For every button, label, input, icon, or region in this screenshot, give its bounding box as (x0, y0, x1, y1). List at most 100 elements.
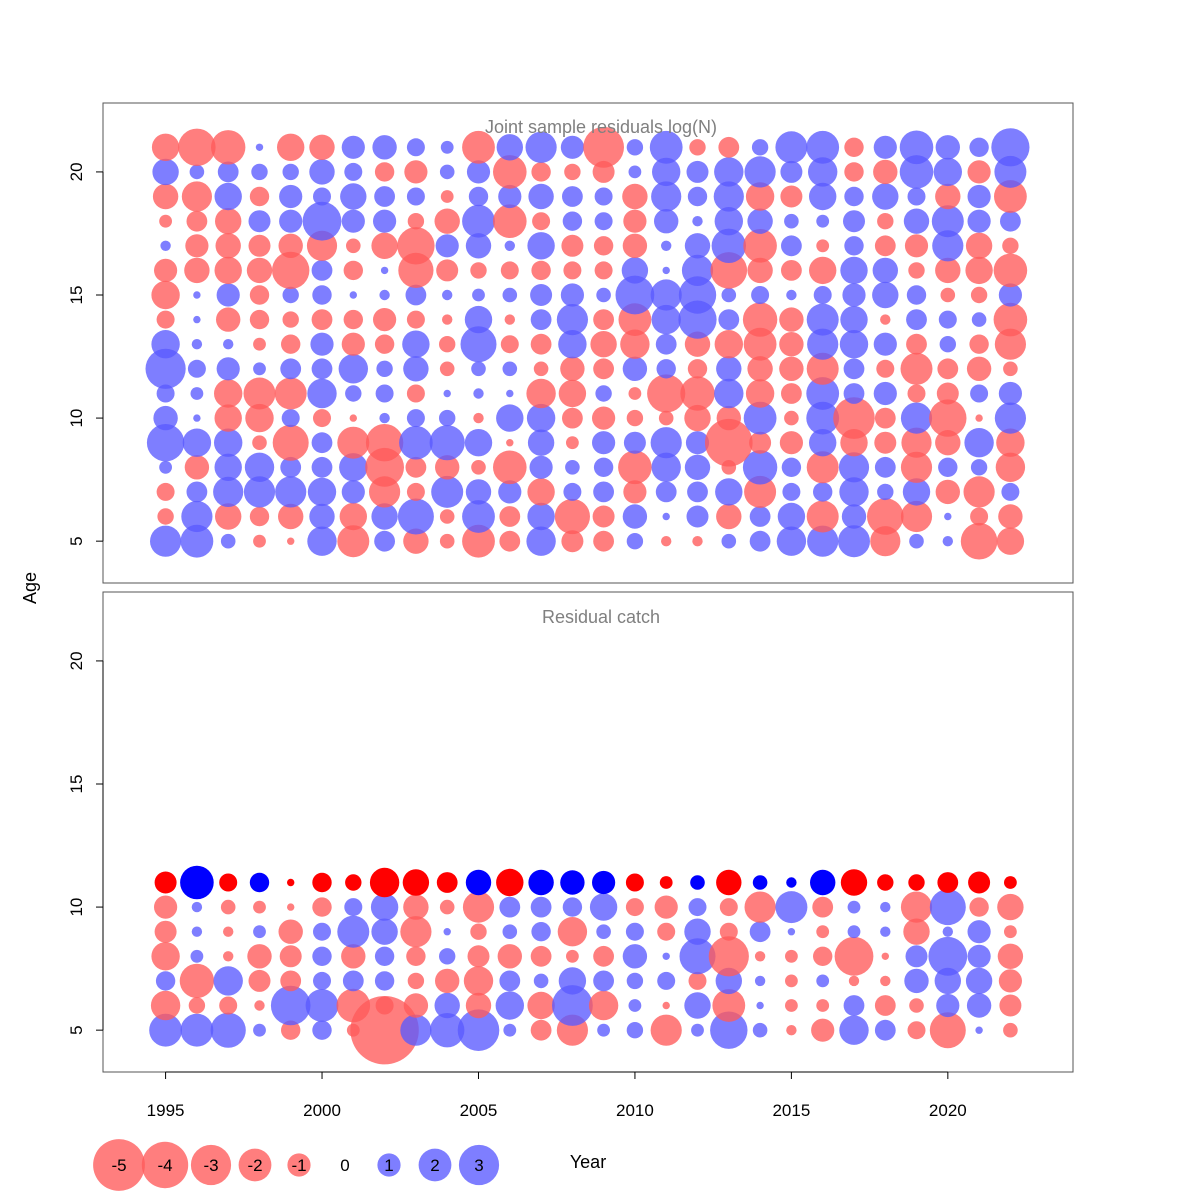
bubble-point (964, 428, 994, 458)
bubble-point (374, 946, 395, 966)
bubble-point (902, 478, 931, 506)
bubble-point (214, 256, 242, 285)
bubble-point (680, 376, 715, 411)
bubble-point (188, 997, 206, 1014)
bubble-point (906, 309, 927, 330)
bubble-point (562, 186, 583, 207)
bubble-point (186, 210, 208, 232)
bubble-point (721, 533, 737, 549)
bubble-point (210, 1012, 246, 1048)
bubble-point (714, 378, 744, 409)
bubble-point (848, 975, 860, 987)
bubble-point (938, 310, 957, 329)
bubble-point (312, 897, 332, 917)
bubble-point (626, 409, 644, 427)
bubble-point (220, 899, 236, 915)
bubble-point (936, 382, 959, 405)
bubble-point (376, 360, 393, 377)
bubble-point (159, 460, 173, 474)
bubble-point (929, 889, 966, 926)
bubble-point (307, 378, 337, 409)
bubble-point (251, 163, 268, 181)
bubble-point (278, 503, 304, 530)
bubble-point (399, 425, 433, 460)
bubble-point (679, 938, 716, 975)
bubble-point (900, 500, 933, 533)
bubble-point (785, 949, 798, 963)
bubble-point (374, 530, 395, 552)
bubble-point (593, 530, 614, 552)
bubble-point (223, 926, 234, 937)
bubble-point (473, 412, 484, 424)
bubble-point (313, 409, 331, 428)
bubble-point (807, 525, 839, 557)
bubble-point (429, 425, 465, 461)
legend-label: 2 (430, 1156, 439, 1175)
bubble-point (994, 180, 1027, 213)
bubble-point (531, 260, 551, 281)
bubble-point (929, 399, 967, 437)
bubble-point (999, 994, 1022, 1017)
bubble-point (937, 358, 959, 380)
bubble-point (462, 524, 495, 558)
bubble-point (711, 228, 746, 263)
bubble-point (843, 210, 865, 233)
bubble-point (375, 384, 394, 403)
bubble-point (816, 214, 830, 228)
bubble-point (782, 482, 801, 501)
bubble-point (779, 431, 804, 455)
bubble-point (180, 524, 214, 558)
bubble-point (282, 286, 299, 304)
bubble-point (749, 431, 772, 454)
bubble-point (622, 183, 648, 210)
bubble-point (311, 432, 333, 454)
bubble-point (502, 924, 518, 939)
bubble-point (661, 240, 672, 251)
bubble-point (810, 869, 836, 896)
bubble-point (463, 966, 494, 996)
bubble-point (443, 928, 451, 936)
bubble-point (590, 331, 617, 358)
bubble-point (938, 457, 958, 477)
bubble-point (970, 459, 988, 476)
bubble-point (309, 134, 335, 160)
bubble-point (880, 314, 891, 325)
bubble-point (184, 455, 210, 480)
bubble-point (998, 381, 1023, 406)
bubble-point (565, 460, 580, 475)
bubble-point (904, 968, 929, 994)
legend-label: -3 (203, 1156, 218, 1175)
bubble-point (809, 182, 837, 211)
bubble-point (744, 156, 776, 188)
bubble-point (151, 280, 180, 310)
bubble-point (655, 481, 677, 503)
bubble-point (211, 130, 246, 165)
bubble-point (935, 479, 960, 505)
bubble-point (1002, 237, 1019, 254)
bubble-point (339, 453, 368, 482)
bubble-point (592, 431, 616, 455)
bubble-point (906, 285, 927, 305)
bubble-point (243, 476, 276, 508)
bubble-point (872, 257, 898, 284)
bubble-point (345, 874, 362, 891)
bubble-point (623, 209, 647, 233)
bubble-point (965, 967, 993, 995)
bubble-point (1003, 1022, 1018, 1038)
bubble-point (154, 920, 177, 943)
bubble-point (373, 209, 397, 233)
bubble-point (533, 973, 549, 989)
bubble-point (563, 261, 582, 280)
bubble-point (407, 972, 425, 990)
bubble-point (281, 334, 301, 354)
bubble-point (280, 456, 302, 478)
bubble-point (998, 283, 1023, 307)
bubble-point (344, 162, 363, 181)
bubble-point (220, 533, 236, 549)
bubble-point (874, 235, 896, 257)
bubble-point (530, 284, 553, 306)
bubble-point (843, 358, 865, 380)
bubble-point (745, 182, 775, 211)
bubble-point (279, 209, 303, 233)
bubble-point (811, 1018, 835, 1042)
